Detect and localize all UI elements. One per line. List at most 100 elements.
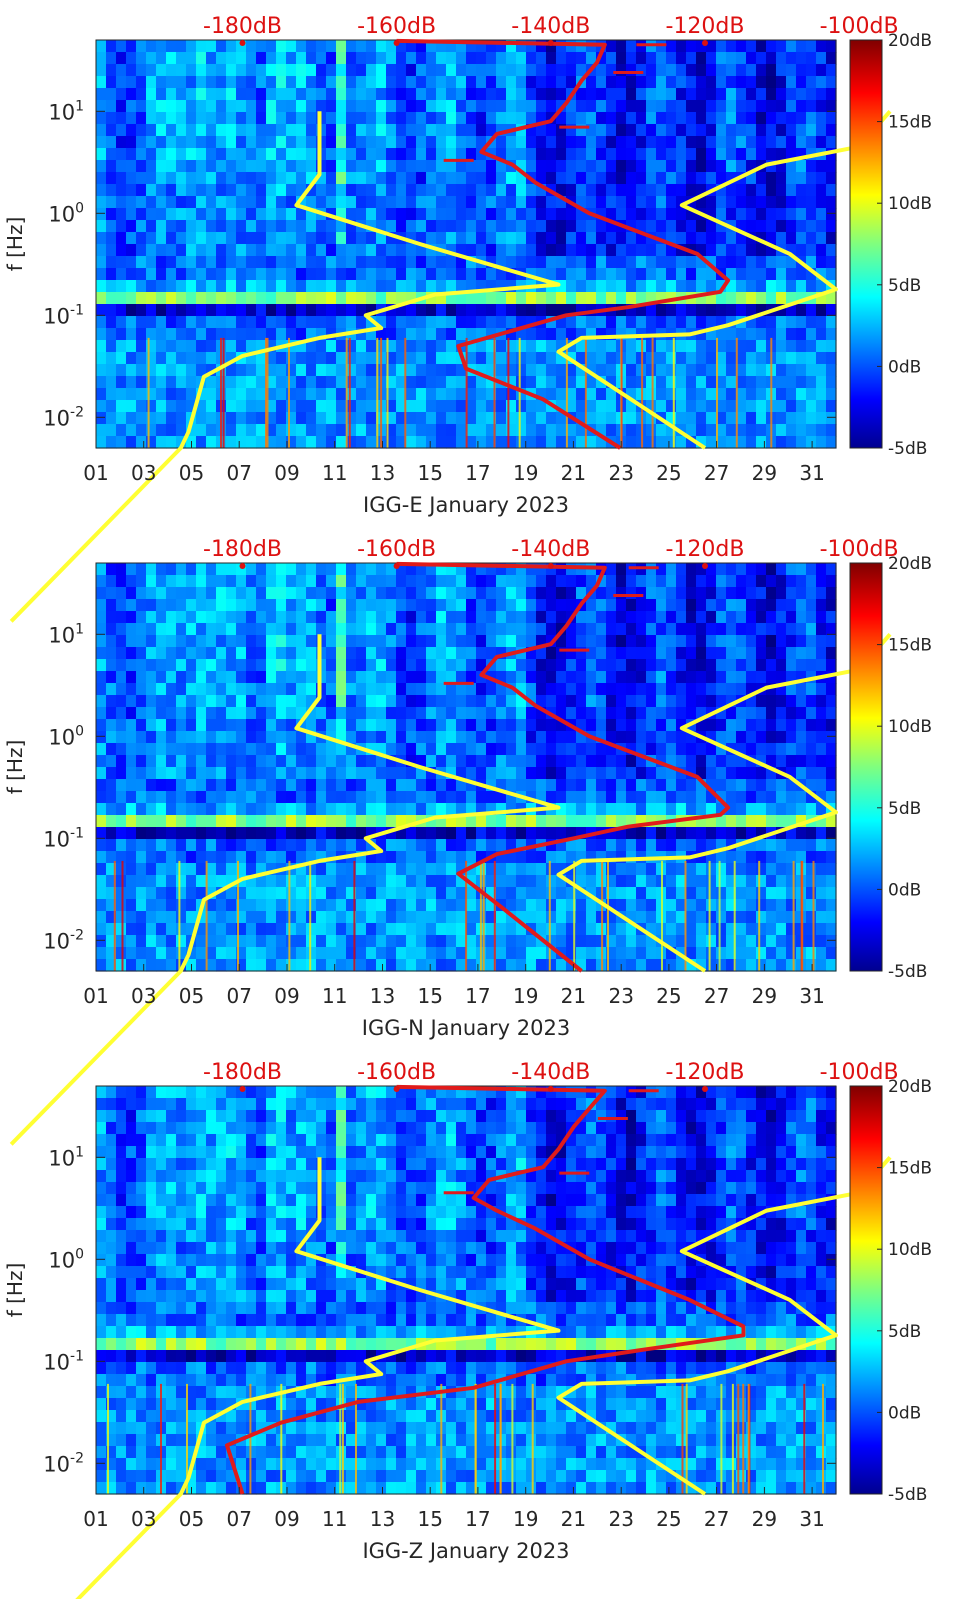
heatmap-cell [106,208,117,221]
heatmap-cell [406,923,417,936]
heatmap-cell [436,719,447,732]
heatmap-cell [546,659,557,672]
heatmap-cell [196,575,207,588]
heatmap-cell [136,376,147,389]
heatmap-cell [486,563,497,576]
heatmap-cell [736,220,747,233]
heatmap-cell [746,100,757,113]
heatmap-cell [426,376,437,389]
heatmap-cell [526,40,537,53]
heatmap-cell [746,611,757,624]
heatmap-cell [686,923,697,936]
heatmap-cell [776,815,787,828]
heatmap-cell [826,112,837,125]
heatmap-cell [286,400,297,413]
heatmap-cell [156,100,167,113]
heatmap-cell [446,220,457,233]
heatmap-cell [526,875,537,888]
heatmap-cell [456,424,467,437]
heatmap-cell [126,563,137,576]
heatmap-cell [726,412,737,425]
heatmap-cell [686,304,697,317]
heatmap-cell [126,575,137,588]
heatmap-cell [226,791,237,804]
heatmap-cell [146,304,157,317]
heatmap-cell [776,587,787,600]
heatmap-cell [266,268,277,281]
heatmap-cell [506,767,517,780]
heatmap-cell [326,683,337,696]
heatmap-cell [526,719,537,732]
heatmap-cell [406,160,417,173]
heatmap-cell [546,671,557,684]
heatmap-cell [186,659,197,672]
heatmap-cell [206,563,217,576]
heatmap-cell [206,659,217,672]
heatmap-cell [226,52,237,65]
heatmap-cell [326,412,337,425]
heatmap-cell [696,911,707,924]
heatmap-cell [306,635,317,648]
heatmap-cell [336,599,347,612]
heatmap-cell [636,935,647,948]
heatmap-cell [826,76,837,89]
heatmap-cell [236,911,247,924]
heatmap-cell [336,148,347,161]
heatmap-cell [776,148,787,161]
heatmap-cell [136,172,147,185]
heatmap-cell [736,184,747,197]
heatmap-cell [246,899,257,912]
heatmap-cell [146,911,157,924]
heatmap-cell [716,52,727,65]
heatmap-cell [366,911,377,924]
heatmap-cell [736,424,747,437]
heatmap-cell [476,364,487,377]
heatmap-cell [396,40,407,53]
heatmap-cell [696,340,707,353]
heatmap-cell [636,256,647,269]
heatmap-cell [316,172,327,185]
heatmap-cell [96,875,107,888]
heatmap-cell [726,352,737,365]
heatmap-cell [456,599,467,612]
heatmap-cell [206,268,217,281]
heatmap-cell [746,899,757,912]
heatmap-cell [636,112,647,125]
heatmap-cell [406,184,417,197]
heatmap-cell [556,232,567,245]
heatmap-cell [566,899,577,912]
heatmap-cell [686,352,697,365]
heatmap-cell [726,875,737,888]
heatmap-cell [596,779,607,792]
heatmap-cell [446,755,457,768]
heatmap-cell [406,647,417,660]
heatmap-cell [326,911,337,924]
heatmap-cell [576,88,587,101]
heatmap-cell [296,160,307,173]
heatmap-cell [696,388,707,401]
heatmap-cell [586,935,597,948]
heatmap-cell [216,256,227,269]
heatmap-cell [746,623,757,636]
heatmap-cell [596,719,607,732]
heatmap-cell [756,220,767,233]
heatmap-cell [786,172,797,185]
heatmap-cell [366,719,377,732]
heatmap-cell [736,623,747,636]
heatmap-cell [566,803,577,816]
heatmap-cell [336,364,347,377]
heatmap-cell [116,364,127,377]
heatmap-cell [776,863,787,876]
heatmap-cell [686,388,697,401]
heatmap-cell [186,328,197,341]
heatmap-cell [236,563,247,576]
heatmap-cell [266,352,277,365]
heatmap-cell [756,256,767,269]
heatmap-cell [716,292,727,305]
heatmap-cell [776,172,787,185]
heatmap-cell [326,76,337,89]
heatmap-cell [266,743,277,756]
top-axis-tick-label: -180dB [203,14,282,39]
heatmap-cell [736,899,747,912]
heatmap-cell [456,815,467,828]
